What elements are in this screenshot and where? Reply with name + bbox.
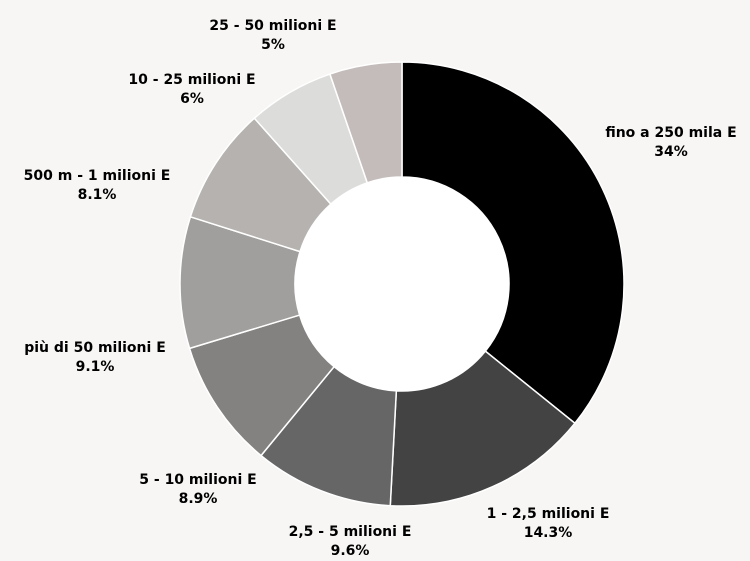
- slice-label-7: 10 - 25 milioni E 6%: [128, 71, 255, 109]
- slice-label-5: più di 50 milioni E 9.1%: [24, 339, 166, 377]
- slice-category-label: 5 - 10 milioni E: [139, 472, 257, 488]
- slice-value-label: 34%: [654, 144, 688, 160]
- slice-label-8: 25 - 50 milioni E 5%: [209, 17, 336, 55]
- slice-category-label: più di 50 milioni E: [24, 340, 166, 356]
- slice-category-label: 10 - 25 milioni E: [128, 72, 256, 88]
- slice-category-label: fino a 250 mila E: [605, 125, 737, 141]
- slice-value-label: 9.6%: [330, 543, 370, 559]
- slice-category-label: 2,5 - 5 milioni E: [288, 524, 412, 540]
- slice-value-label: 8.1%: [77, 187, 117, 203]
- slice-category-label: 25 - 50 milioni E: [209, 18, 337, 34]
- slice-label-3: 2,5 - 5 milioni E 9.6%: [289, 523, 412, 561]
- slice-value-label: 14.3%: [523, 525, 573, 541]
- slice-label-2: 1 - 2,5 milioni E 14.3%: [487, 505, 610, 543]
- slice-value-label: 5%: [261, 37, 285, 53]
- slice-category-label: 1 - 2,5 milioni E: [486, 506, 610, 522]
- slice-value-label: 8.9%: [178, 491, 218, 507]
- donut-hole: [295, 177, 509, 391]
- slice-label-1: fino a 250 mila E 34%: [605, 124, 736, 162]
- slice-label-6: 500 m - 1 milioni E 8.1%: [24, 167, 171, 205]
- slice-value-label: 9.1%: [75, 359, 115, 375]
- slice-value-label: 6%: [180, 91, 204, 107]
- slice-category-label: 500 m - 1 milioni E: [23, 168, 171, 184]
- slice-label-4: 5 - 10 milioni E 8.9%: [139, 471, 256, 509]
